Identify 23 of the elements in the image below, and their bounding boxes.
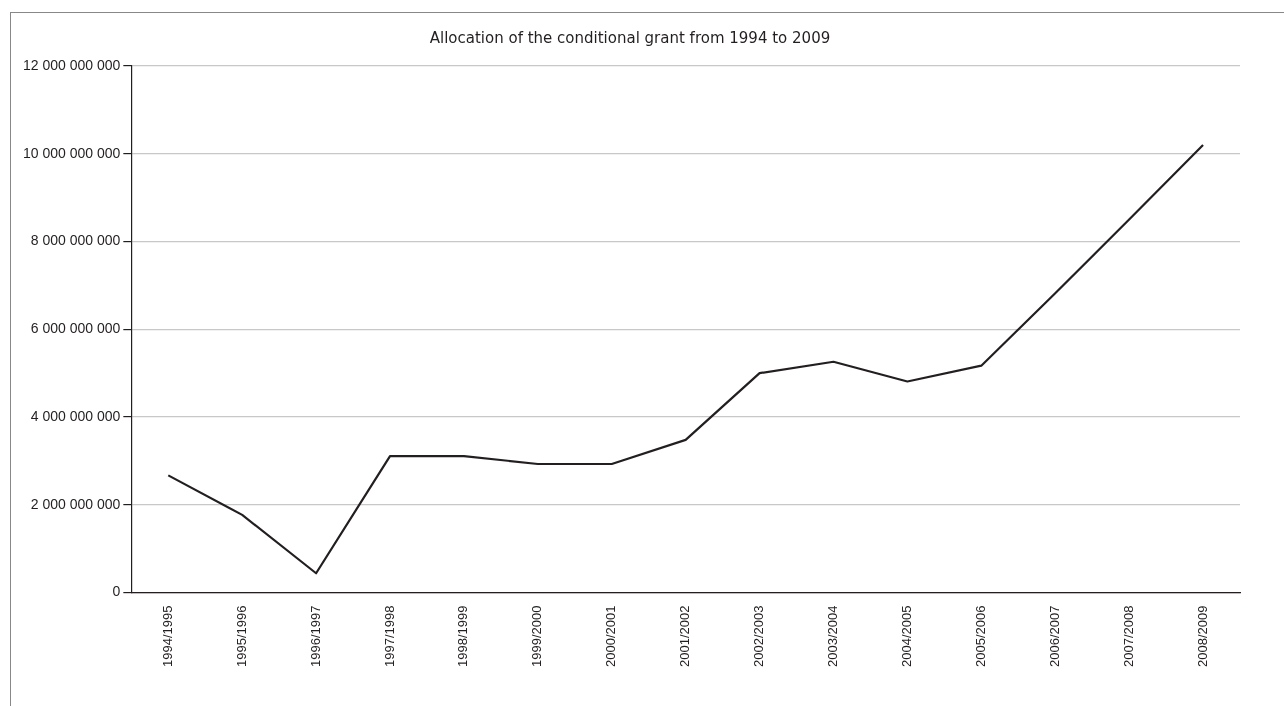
x-tick-label: 2005/2006 bbox=[972, 605, 988, 667]
x-tick-label: 1996/1997 bbox=[307, 605, 323, 667]
x-tick-label: 1999/2000 bbox=[529, 605, 545, 667]
x-tick-label: 2004/2005 bbox=[898, 605, 914, 667]
y-tick-label: 10 000 000 000 bbox=[22, 144, 121, 161]
x-tick-label: 1994/1995 bbox=[159, 605, 175, 667]
x-tick-label: 1995/1996 bbox=[233, 605, 249, 667]
x-tick-label: 2000/2001 bbox=[603, 605, 619, 667]
x-tick-label: 2003/2004 bbox=[825, 605, 841, 667]
y-tick-label: 6 000 000 000 bbox=[30, 320, 121, 337]
x-tick-label: 1997/1998 bbox=[381, 605, 397, 667]
x-tick-label: 1998/1999 bbox=[455, 605, 471, 667]
chart-title: Allocation of the conditional grant from 1994 to 2009 bbox=[429, 28, 831, 47]
x-tick-label: 2007/2008 bbox=[1120, 605, 1136, 667]
y-tick-label: 8 000 000 000 bbox=[30, 232, 121, 249]
y-tick-label: 2 000 000 000 bbox=[30, 495, 121, 512]
x-tick-label: 2008/2009 bbox=[1194, 605, 1210, 667]
x-tick-label: 2002/2003 bbox=[751, 605, 767, 667]
x-tick-label: 2001/2002 bbox=[677, 605, 693, 667]
y-tick-label: 12 000 000 000 bbox=[22, 56, 121, 73]
y-tick-label: 0 bbox=[112, 583, 121, 600]
x-tick-label: 2006/2007 bbox=[1046, 605, 1062, 667]
y-tick-label: 4 000 000 000 bbox=[30, 407, 121, 424]
